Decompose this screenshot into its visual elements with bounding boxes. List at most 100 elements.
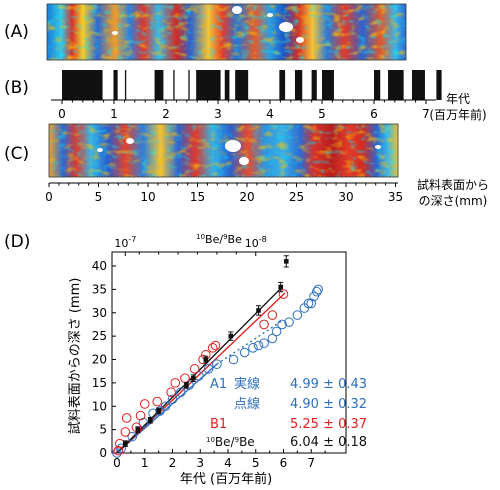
b-tick-label: 5 (318, 107, 326, 121)
b1-point (139, 399, 150, 409)
panel-a-image (46, 3, 407, 61)
normal-polarity-bar (224, 70, 230, 100)
panel-d-label: (D) (4, 232, 30, 252)
a1-point (292, 310, 303, 320)
be-point (184, 382, 189, 388)
a1-point (248, 343, 258, 353)
annotation-dotted-value: 4.90 ± 0.32 (290, 397, 367, 412)
annotation-a1-value: 4.99 ± 0.43 (290, 377, 367, 392)
polarity-line (188, 70, 190, 100)
x-tick-label: 1 (141, 456, 149, 470)
b-tick-label: 2 (162, 107, 170, 121)
x-tick-label: 6 (280, 456, 288, 470)
normal-polarity-bar (436, 70, 442, 100)
b-tick-label: 3 (214, 107, 222, 121)
b1-point (207, 343, 218, 353)
panel-b-axis-title: 年代 (446, 92, 470, 106)
fit-line (116, 286, 283, 454)
a1-point (259, 338, 269, 348)
a1-point (194, 371, 204, 381)
be-point (203, 357, 209, 362)
normal-polarity-bar (154, 70, 164, 100)
top-tick-label: 10-8 (245, 235, 267, 250)
b1-point (180, 373, 190, 384)
be-point (283, 259, 289, 264)
a1-point (155, 406, 165, 416)
y-tick-label: 5 (99, 423, 107, 437)
annotation-be-label: 10Be/9Be (206, 435, 255, 449)
x-tick-label: 2 (169, 456, 177, 470)
annotation-a1-method: 実線 (234, 376, 260, 392)
c-tick-label: 15 (190, 190, 205, 204)
b1-point (278, 289, 289, 299)
panel-b-label: (B) (4, 78, 29, 98)
b1-point (166, 387, 176, 398)
be-point (135, 427, 141, 432)
x-tick-label: 0 (113, 456, 121, 470)
y-axis-title: 試料表面からの深さ (mm) (67, 278, 83, 435)
normal-polarity-bar (196, 70, 221, 100)
a1-point (312, 286, 322, 297)
be-point (156, 408, 161, 414)
normal-polarity-bar (235, 70, 249, 100)
y-tick-label: 25 (92, 329, 107, 343)
fit-line (216, 319, 284, 365)
panel-d: (D) 0 1 2 3 4 5 6 7 0 5 10 15 20 25 30 35 40 10-7 10-8 1… (4, 232, 367, 487)
a1-point (228, 354, 239, 365)
panel-a-label: (A) (4, 22, 29, 42)
a1-point (116, 443, 126, 454)
a1-point (313, 284, 323, 295)
b1-point (170, 378, 181, 388)
a1-point (160, 401, 171, 412)
a1-point (127, 431, 138, 442)
panel-b: (B) 0 1 2 3 4 5 6 7 年代 (百万年前) (4, 70, 487, 122)
a1-point (267, 333, 278, 344)
a1-point (303, 298, 314, 309)
annotation-dotted-method: 点線 (234, 396, 260, 412)
legend-annotations: A1 実線 4.99 ± 0.43 点線 4.90 ± 0.32 B1 5.25… (206, 376, 367, 450)
a1-point (277, 319, 287, 330)
a1-point (239, 347, 250, 358)
be-point (191, 375, 196, 381)
a1-point (309, 291, 319, 302)
panel-c-axis-subtitle: の深さ(mm) (419, 194, 488, 208)
normal-polarity-bar (311, 70, 317, 100)
be-point (148, 417, 153, 423)
y-tick-label: 20 (92, 353, 107, 367)
x-tick-label: 3 (196, 456, 204, 470)
a1-point (212, 359, 222, 369)
normal-polarity-bar (388, 70, 404, 100)
normal-polarity-bar (113, 70, 118, 100)
b-tick-label: 4 (266, 107, 274, 121)
normal-polarity-bar (322, 70, 334, 100)
b1-point (121, 413, 132, 423)
b-tick-label: 0 (58, 107, 66, 121)
b-tick-label: 7 (422, 107, 430, 121)
top-axis-label: 10Be/9Be (196, 233, 242, 246)
be-point (278, 284, 284, 290)
polarity-bars (62, 70, 442, 100)
normal-polarity-bar (294, 70, 303, 100)
b1-point (113, 445, 124, 456)
be-point (123, 441, 128, 446)
a1-point (167, 394, 178, 405)
annotation-b1-label: B1 (210, 417, 227, 432)
c-tick-label: 35 (388, 190, 403, 204)
b1-point (152, 396, 163, 407)
panel-c-label: (C) (4, 144, 29, 164)
x-tick-label: 7 (307, 456, 315, 470)
panel-a: (A) (4, 3, 407, 61)
polarity-line (124, 70, 127, 100)
x-tick-label: 5 (252, 456, 260, 470)
a1-point (176, 387, 186, 398)
x-axis-ticks: 0 1 2 3 4 5 6 7 (113, 449, 326, 470)
c-tick-label: 10 (140, 190, 155, 204)
a1-point (203, 364, 214, 374)
a1-point (306, 298, 317, 309)
fit-line (116, 363, 218, 454)
a1-point (284, 317, 294, 327)
a1-point (253, 340, 264, 351)
b1-point (189, 364, 200, 374)
c-tick-label: 20 (239, 190, 254, 204)
